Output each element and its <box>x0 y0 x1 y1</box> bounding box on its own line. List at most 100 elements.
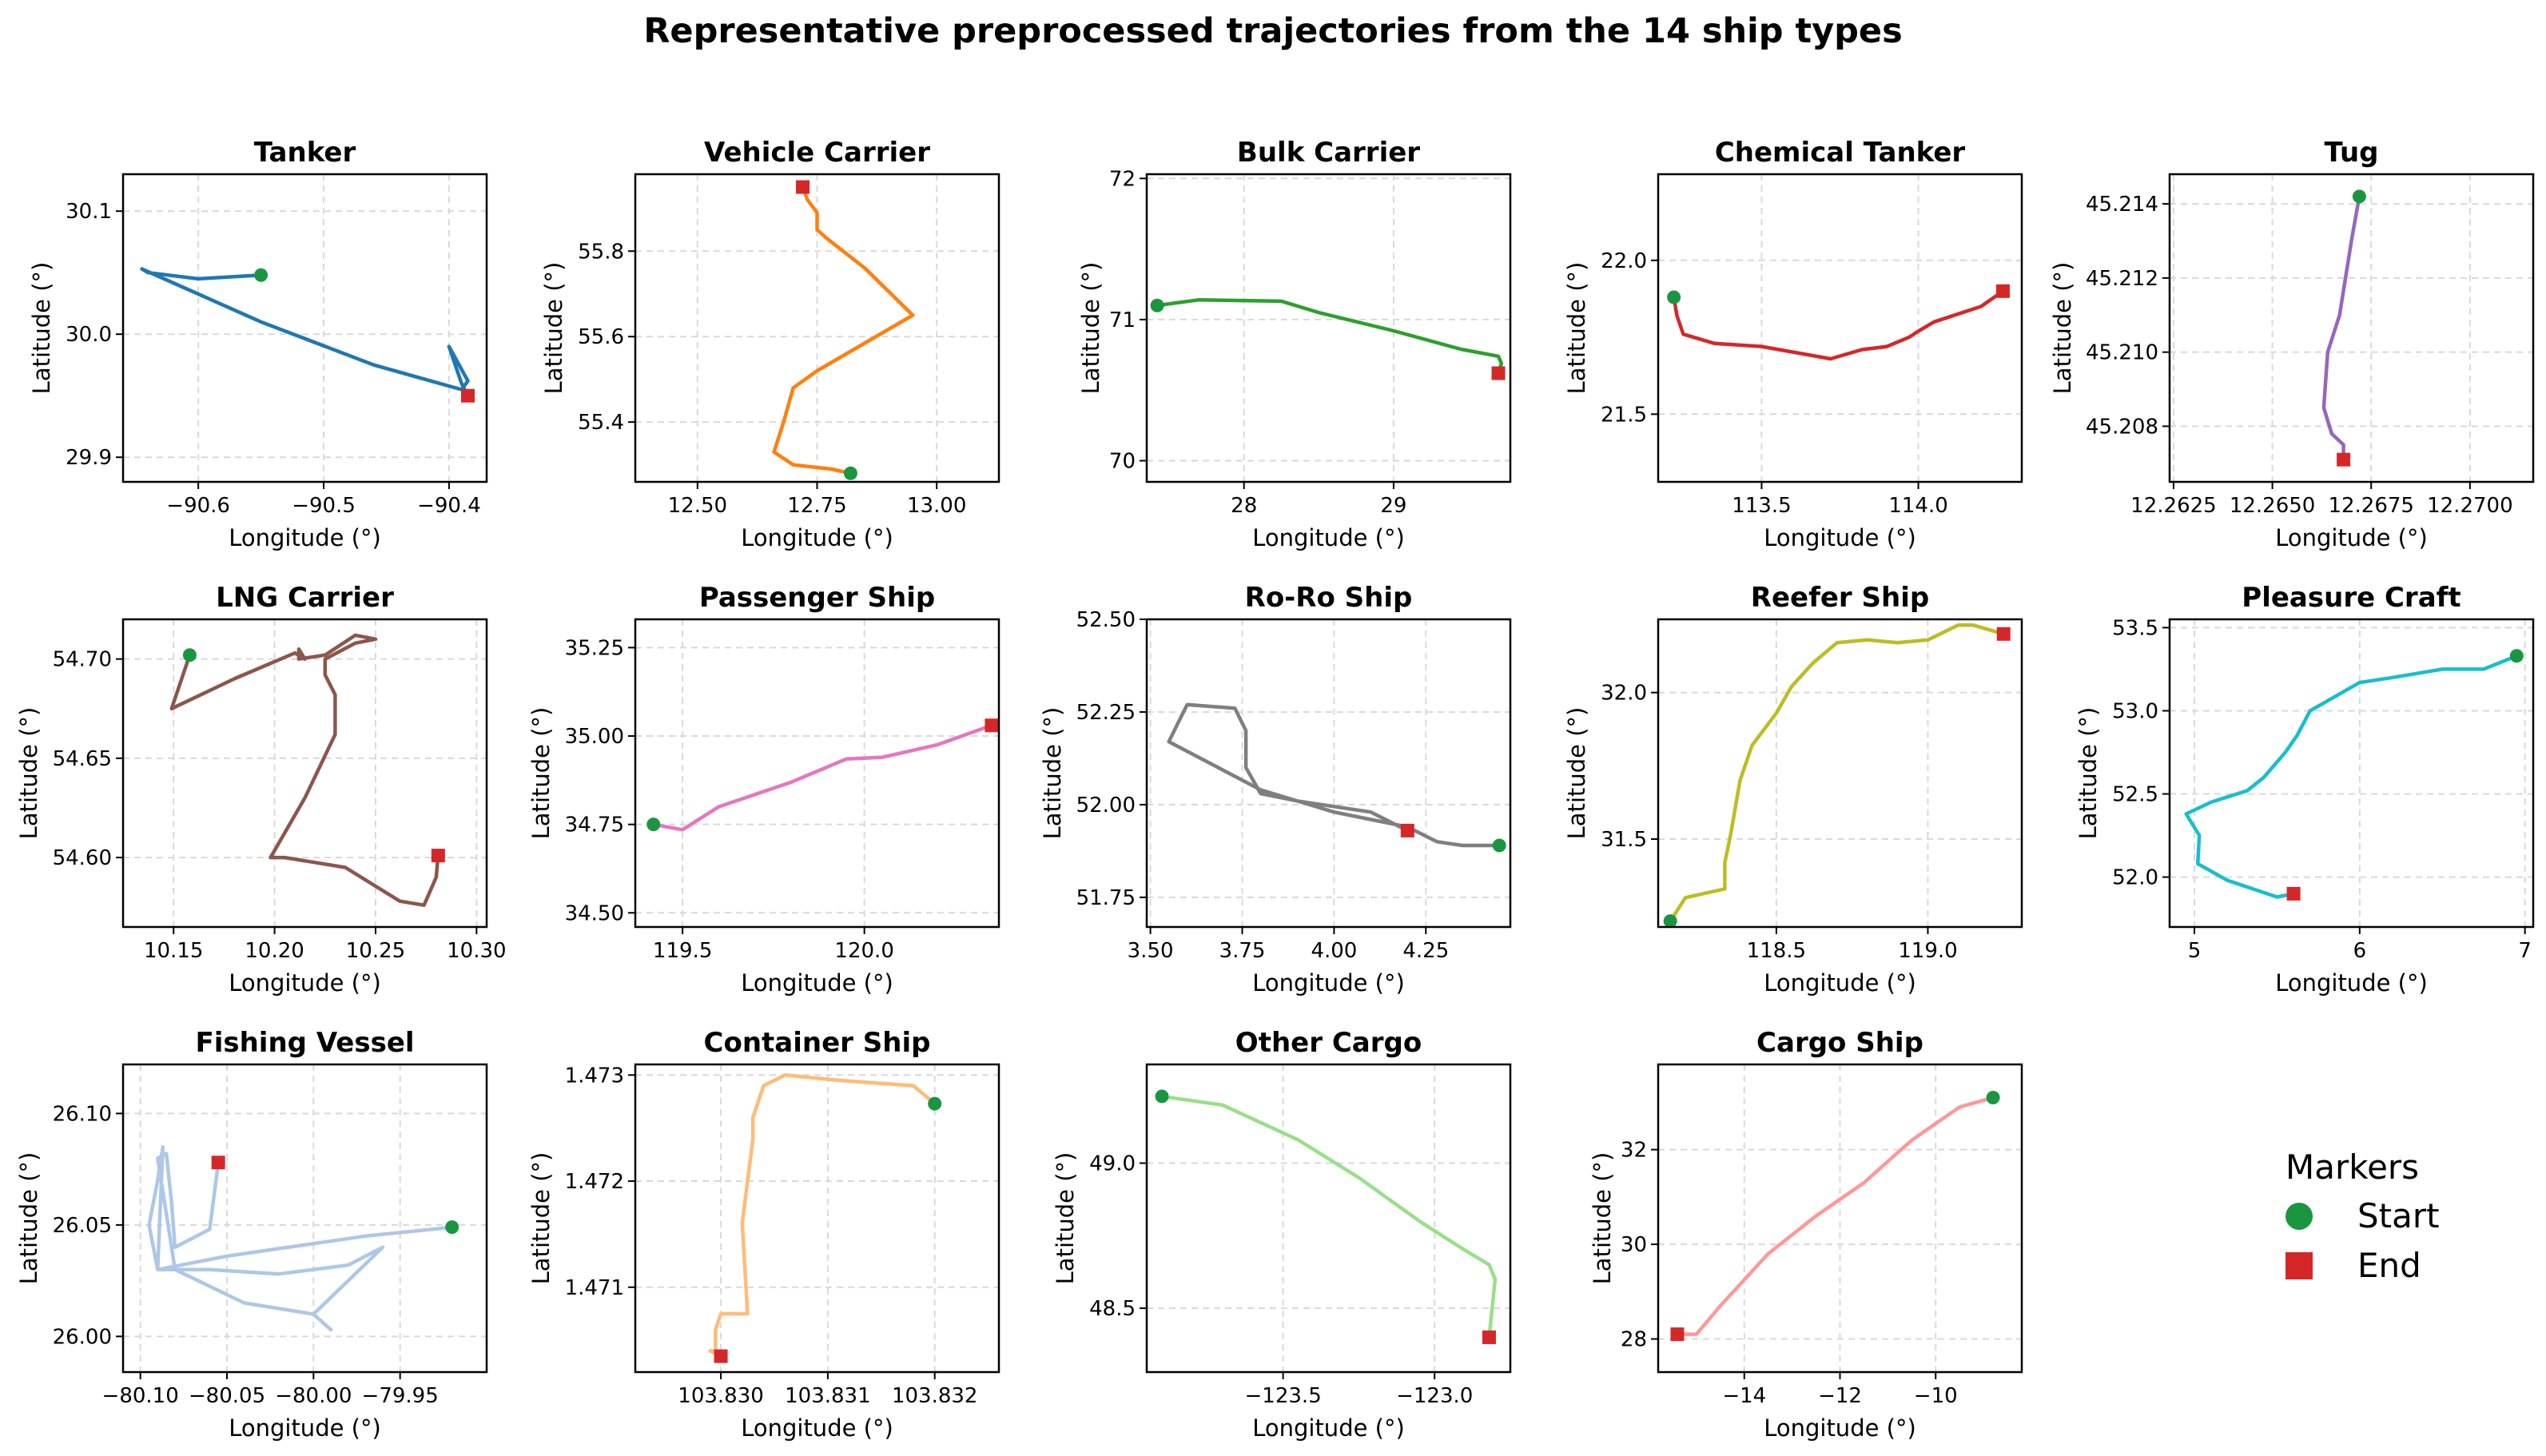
y-axis-label: Latitude (°) <box>28 262 55 395</box>
x-tick-label: 12.2700 <box>2427 494 2513 518</box>
y-tick-label: 1.472 <box>565 1170 624 1194</box>
y-tick-label: 51.75 <box>1076 886 1136 910</box>
y-tick-label: 52.5 <box>2112 783 2158 807</box>
end-marker <box>1670 1327 1685 1342</box>
y-axis-label: Latitude (°) <box>527 707 555 840</box>
x-axis-label: Longitude (°) <box>741 524 893 551</box>
end-marker <box>211 1156 225 1170</box>
panel-passenger-ship: 119.5 120.0 34.50 34.75 35.00 35.25 Passenger … <box>527 582 1000 997</box>
panel-title: Fishing Vessel <box>195 1027 414 1059</box>
trajectory-line <box>708 1073 937 1359</box>
y-tick-label: 31.5 <box>1601 828 1647 852</box>
panel-title: Passenger Ship <box>699 582 935 614</box>
y-tick-label: 48.5 <box>1089 1297 1136 1321</box>
y-tick-label: 55.6 <box>578 325 624 349</box>
x-axis-label: Longitude (°) <box>1252 524 1405 551</box>
x-tick-label: 3.75 <box>1219 939 1266 963</box>
y-tick-label: 35.00 <box>565 725 624 749</box>
panel-title: Chemical Tanker <box>1715 137 1966 169</box>
x-tick-label: 10.25 <box>346 939 405 963</box>
y-tick-label: 34.50 <box>565 901 624 925</box>
x-tick-label: 103.831 <box>785 1384 871 1408</box>
start-marker <box>2352 189 2366 204</box>
y-tick-label: 54.65 <box>53 747 112 771</box>
start-marker <box>1150 298 1164 312</box>
end-marker <box>985 718 999 733</box>
y-tick-label: 53.0 <box>2112 699 2158 723</box>
plot-frame <box>121 173 488 483</box>
end-marker <box>1995 284 2010 298</box>
start-marker <box>254 268 269 282</box>
x-tick-label: −80.10 <box>102 1384 179 1408</box>
y-tick-label: 32.0 <box>1601 682 1647 706</box>
x-tick-label: 120.0 <box>834 939 893 963</box>
end-marker <box>1996 627 2011 641</box>
x-tick-label: 103.830 <box>678 1384 764 1408</box>
start-marker <box>445 1220 459 1235</box>
x-axis-label: Longitude (°) <box>1252 1414 1405 1442</box>
x-tick-label: 3.50 <box>1128 939 1174 963</box>
y-axis-label: Latitude (°) <box>527 1152 555 1285</box>
y-axis-label: Latitude (°) <box>1563 707 1590 840</box>
panel-title: Container Ship <box>704 1027 931 1059</box>
x-axis-label: Longitude (°) <box>1764 969 1916 997</box>
x-tick-label: 113.5 <box>1732 494 1791 518</box>
x-tick-label: 10.30 <box>447 939 506 963</box>
y-axis-label: Latitude (°) <box>1052 1152 1079 1285</box>
y-axis-label: Latitude (°) <box>540 262 567 395</box>
y-axis-label: Latitude (°) <box>1039 707 1066 840</box>
y-axis-label: Latitude (°) <box>2049 262 2076 395</box>
x-axis-label: Longitude (°) <box>1764 1414 1916 1442</box>
x-tick-label: 4.00 <box>1311 939 1357 963</box>
y-tick-label: 45.208 <box>2086 415 2158 439</box>
start-marker <box>1155 1089 1169 1104</box>
start-marker <box>1986 1090 2000 1104</box>
trajectory-line <box>1155 297 1504 376</box>
trajectory-line <box>1672 289 2005 361</box>
y-tick-label: 21.5 <box>1601 403 1647 427</box>
y-tick-label: 71 <box>1109 308 1136 332</box>
y-tick-label: 55.8 <box>578 240 624 264</box>
plot-frame <box>1145 1063 1512 1374</box>
panel-lng-carrier: 10.15 10.20 10.25 10.30 54.60 54.65 54.70 LNG C… <box>15 582 507 997</box>
y-tick-label: 26.00 <box>53 1325 112 1349</box>
panel-title: Vehicle Carrier <box>704 137 930 169</box>
x-tick-label: −12 <box>1818 1384 1862 1408</box>
x-tick-label: 103.832 <box>892 1384 978 1408</box>
y-tick-label: 70 <box>1109 450 1136 474</box>
panel-bulk-carrier: 28 29 70 71 72 Bulk Carrier Longitude (°) Latit… <box>1077 137 1512 551</box>
x-tick-label: −90.5 <box>292 494 356 518</box>
plot-frame <box>634 1063 1000 1374</box>
plot-frame <box>2168 618 2535 929</box>
x-axis-label: Longitude (°) <box>741 1414 893 1442</box>
panel-ro-ro-ship: 3.50 3.75 4.00 4.25 51.75 52.00 52.25 52.50 Ro-R… <box>1039 582 1512 997</box>
x-tick-label: −90.6 <box>166 494 230 518</box>
end-marker <box>1491 366 1506 380</box>
trajectory-line <box>2321 194 2361 462</box>
end-marker <box>431 849 445 863</box>
start-marker <box>1492 838 1506 853</box>
panel-other-cargo: −123.5 −123.0 48.5 49.0 Other Cargo Longitude… <box>1052 1027 1512 1442</box>
plot-frame <box>2168 173 2535 483</box>
y-tick-label: 22.0 <box>1601 249 1647 273</box>
x-tick-label: 28 <box>1231 494 1257 518</box>
x-tick-label: −80.05 <box>189 1384 265 1408</box>
x-tick-label: 12.2650 <box>2230 494 2316 518</box>
y-tick-label: 35.25 <box>565 636 624 660</box>
plot-frame <box>121 618 488 929</box>
y-tick-label: 53.5 <box>2112 616 2158 640</box>
y-tick-label: 26.10 <box>53 1102 112 1126</box>
end-marker <box>796 180 810 194</box>
y-tick-label: 49.0 <box>1089 1152 1136 1176</box>
trajectory-line <box>147 1144 454 1332</box>
x-tick-label: −14 <box>1722 1384 1766 1408</box>
x-tick-label: 10.20 <box>245 939 304 963</box>
y-tick-label: 1.471 <box>565 1276 624 1300</box>
panel-reefer-ship: 118.5 119.0 31.5 32.0 Reefer Ship Longitude (… <box>1563 582 2023 997</box>
panel-tanker: −90.6 −90.5 −90.4 29.9 30.0 30.1 Tanker Longitu… <box>28 137 488 551</box>
end-marker <box>714 1349 728 1363</box>
plot-frame <box>1657 173 2023 483</box>
end-marker <box>2286 886 2301 901</box>
end-marker <box>1400 823 1414 837</box>
